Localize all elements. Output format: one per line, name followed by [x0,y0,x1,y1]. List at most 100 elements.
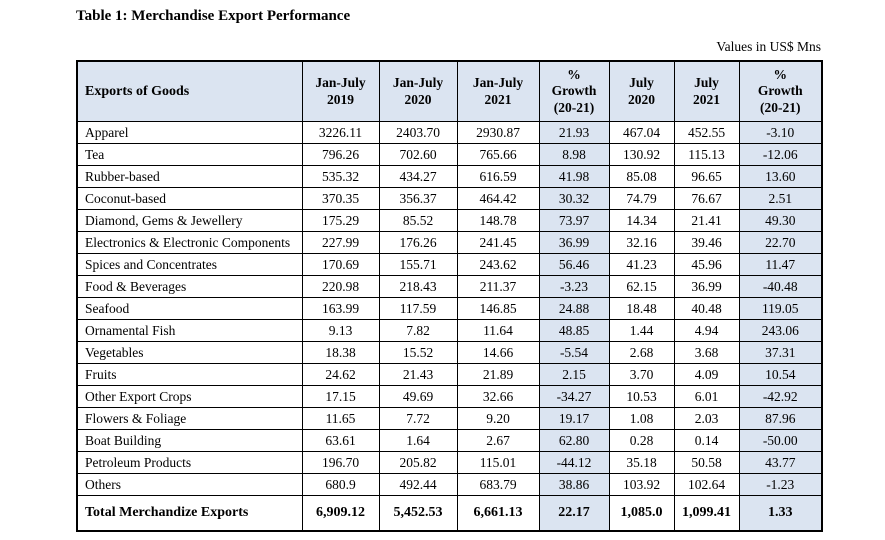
table-body: Apparel 3226.11 2403.70 2930.87 21.93 467.04 4… [76,121,823,532]
cell-value: 13.60 [738,165,823,189]
cell-value: 103.92 [608,473,675,497]
cell-value: 85.52 [378,209,458,233]
cell-value: 452.55 [673,121,740,145]
cell-value: 56.46 [538,253,610,277]
row-label: Diamond, Gems & Jewellery [76,209,303,233]
cell-value: 49.30 [738,209,823,233]
cell-value: 102.64 [673,473,740,497]
cell-value: 683.79 [456,473,540,497]
table-row: Petroleum Products 196.70 205.82 115.01 -44.… [76,451,823,475]
table-row: Diamond, Gems & Jewellery 175.29 85.52 148.… [76,209,823,233]
cell-value: 218.43 [378,275,458,299]
cell-value: 434.27 [378,165,458,189]
table-row: Ornamental Fish 9.13 7.82 11.64 48.85 1.44 4.9… [76,319,823,343]
header-row: Exports of Goods Jan-July 2019 Jan-July … [76,60,823,123]
table-row: Coconut-based 370.35 356.37 464.42 30.32 74.7… [76,187,823,211]
cell-value: 492.44 [378,473,458,497]
row-label: Petroleum Products [76,451,303,475]
row-label: Flowers & Foliage [76,407,303,431]
cell-value: -40.48 [738,275,823,299]
cell-value: 196.70 [301,451,380,475]
cell-value: 163.99 [301,297,380,321]
cell-value: 467.04 [608,121,675,145]
cell-value: 62.15 [608,275,675,299]
cell-value: 38.86 [538,473,610,497]
cell-value: 15.52 [378,341,458,365]
table-row: Seafood 163.99 117.59 146.85 24.88 18.48 40.48… [76,297,823,321]
cell-value: 702.60 [378,143,458,167]
cell-value: 21.89 [456,363,540,387]
units-note: Values in US$ Mns [716,39,821,54]
table-title: Table 1: Merchandise Export Performance [76,8,351,24]
row-label: Spices and Concentrates [76,253,303,277]
cell-value: 130.92 [608,143,675,167]
cell-value: -42.92 [738,385,823,409]
cell-value: 24.88 [538,297,610,321]
row-label: Seafood [76,297,303,321]
cell-value: 37.31 [738,341,823,365]
table-row: Others 680.9 492.44 683.79 38.86 103.92 102.64… [76,473,823,497]
cell-value: 2.68 [608,341,675,365]
cell-value: 14.66 [456,341,540,365]
cell-value: 11.64 [456,319,540,343]
cell-value: 241.45 [456,231,540,255]
cell-value: 535.32 [301,165,380,189]
cell-value: 176.26 [378,231,458,255]
cell-value: 2.15 [538,363,610,387]
cell-value: 796.26 [301,143,380,167]
cell-value: 48.85 [538,319,610,343]
cell-value: 30.32 [538,187,610,211]
row-label: Fruits [76,363,303,387]
cell-value: 7.72 [378,407,458,431]
cell-value: 76.67 [673,187,740,211]
cell-value: 4.94 [673,319,740,343]
cell-value: 146.85 [456,297,540,321]
cell-value: 10.54 [738,363,823,387]
cell-value: 6,661.13 [456,495,540,532]
cell-value: 2403.70 [378,121,458,145]
cell-value: 9.13 [301,319,380,343]
cell-value: 3226.11 [301,121,380,145]
cell-value: -12.06 [738,143,823,167]
cell-value: 211.37 [456,275,540,299]
document-content: Table 1: Merchandise Export Performance … [76,8,823,533]
cell-value: 11.47 [738,253,823,277]
cell-value: 45.96 [673,253,740,277]
cell-value: 205.82 [378,451,458,475]
cell-value: 0.14 [673,429,740,453]
cell-value: 148.78 [456,209,540,233]
cell-value: 464.42 [456,187,540,211]
cell-value: 6,909.12 [301,495,380,532]
cell-value: 1.08 [608,407,675,431]
column-header-growth-july: % Growth (20-21) [738,60,823,123]
cell-value: 2.03 [673,407,740,431]
cell-value: 9.20 [456,407,540,431]
table-row: Tea 796.26 702.60 765.66 8.98 130.92 115.13 -12… [76,143,823,167]
cell-value: 18.48 [608,297,675,321]
table-row: Fruits 24.62 21.43 21.89 2.15 3.70 4.09 10.54 [76,363,823,387]
cell-value: 40.48 [673,297,740,321]
cell-value: 175.29 [301,209,380,233]
cell-value: 616.59 [456,165,540,189]
table-row: Electronics & Electronic Components 227.9… [76,231,823,255]
cell-value: -1.23 [738,473,823,497]
cell-value: 62.80 [538,429,610,453]
cell-value: -34.27 [538,385,610,409]
table-row: Apparel 3226.11 2403.70 2930.87 21.93 467.04 4… [76,121,823,145]
cell-value: 41.23 [608,253,675,277]
cell-value: 0.28 [608,429,675,453]
cell-value: 36.99 [673,275,740,299]
column-header-jan-july-2021: Jan-July 2021 [456,60,540,123]
row-label: Vegetables [76,341,303,365]
table-row: Flowers & Foliage 11.65 7.72 9.20 19.17 1.08 2… [76,407,823,431]
cell-value: 22.17 [538,495,610,532]
column-header-jan-july-2020: Jan-July 2020 [378,60,458,123]
cell-value: 74.79 [608,187,675,211]
cell-value: 87.96 [738,407,823,431]
cell-value: 356.37 [378,187,458,211]
total-row: Total Merchandize Exports 6,909.12 5,452.5… [76,495,823,532]
cell-value: 32.66 [456,385,540,409]
cell-value: 6.01 [673,385,740,409]
cell-value: 41.98 [538,165,610,189]
cell-value: 4.09 [673,363,740,387]
